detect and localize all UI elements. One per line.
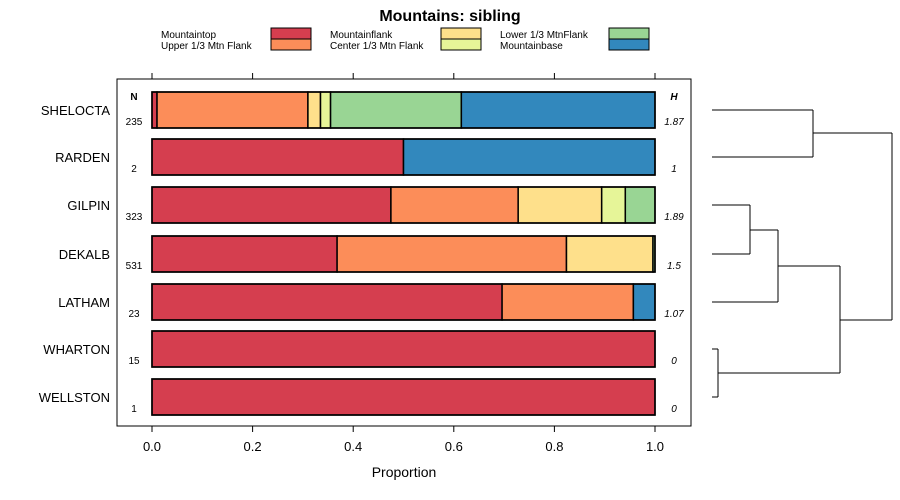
bar-segment [151, 186, 392, 224]
bar-segment [565, 235, 654, 273]
bar-segment [460, 91, 656, 129]
x-tick-label: 0.2 [244, 439, 262, 454]
h-value-label: 0 [671, 356, 677, 367]
x-axis-label: Proportion [372, 464, 437, 480]
row-labels: SHELOCTA 235 1.87 RARDEN 2 1 GILPIN 323 1.89 DEKA… [39, 103, 684, 415]
y-category-label: WELLSTON [39, 390, 110, 405]
legend-label: Mountainbase [500, 41, 563, 52]
bar-outline [151, 283, 656, 321]
legend-swatch [608, 38, 650, 51]
legend-label: Lower 1/3 MtnFlank [500, 30, 589, 41]
dendrogram-branch [718, 265, 841, 374]
dendrogram-branch [813, 132, 893, 321]
dendrogram-branch [712, 204, 751, 255]
legend-swatch [440, 27, 482, 40]
bar-outline [151, 138, 656, 176]
bar-segment [151, 283, 503, 321]
n-value-label: 2 [131, 164, 137, 175]
x-tick-label: 0.0 [143, 439, 161, 454]
bar-outline [151, 186, 656, 224]
n-value-label: 1 [131, 404, 137, 415]
y-category-label: GILPIN [67, 198, 110, 213]
dendrogram-branch [712, 229, 779, 303]
n-value-label: 531 [126, 261, 143, 272]
y-category-label: DEKALB [59, 247, 110, 262]
legend-swatch [608, 27, 650, 40]
bar-outline [151, 378, 656, 416]
x-tick-label: 0.8 [545, 439, 563, 454]
legend-label: Mountaintop [161, 30, 216, 41]
legend-label: Upper 1/3 Mtn Flank [161, 41, 253, 52]
y-category-label: LATHAM [58, 295, 110, 310]
bar-segment [151, 138, 405, 176]
dendrogram [712, 109, 893, 398]
h-value-label: 1.89 [664, 212, 684, 223]
bar-segment [329, 91, 463, 129]
legend-swatch [270, 27, 312, 40]
bars [151, 91, 656, 416]
h-value-label: 0 [671, 404, 677, 415]
h-header: H [670, 92, 678, 103]
bar-segment [402, 138, 656, 176]
legend-swatch [270, 38, 312, 51]
bar-segment [600, 186, 627, 224]
bar-outline [151, 235, 656, 273]
bar-outline [151, 330, 656, 368]
bar-segment [151, 91, 158, 129]
x-tick-label: 1.0 [646, 439, 664, 454]
bar-segment [336, 235, 568, 273]
n-value-label: 23 [128, 309, 140, 320]
n-value-label: 15 [128, 356, 140, 367]
bar-segment [390, 186, 519, 224]
bar-segment [624, 186, 656, 224]
n-value-label: 323 [126, 212, 143, 223]
h-value-label: 1.07 [664, 309, 684, 320]
x-tick-label: 0.4 [344, 439, 362, 454]
dendrogram-branch [712, 348, 719, 398]
legend-swatch [440, 38, 482, 51]
h-value-label: 1 [671, 164, 677, 175]
legend-label: Mountainflank [330, 30, 393, 41]
bar-segment [517, 186, 603, 224]
h-value-label: 1.5 [667, 261, 681, 272]
n-value-label: 235 [126, 117, 143, 128]
y-category-label: RARDEN [55, 150, 110, 165]
plot-frame [116, 78, 692, 427]
dendrogram-branch [712, 109, 814, 158]
h-value-label: 1.87 [664, 117, 684, 128]
chart-title: Mountains: sibling [379, 8, 520, 25]
x-tick-label: 0.6 [445, 439, 463, 454]
bar-segment [151, 330, 656, 368]
bar-segment [632, 283, 656, 321]
legend-label: Center 1/3 Mtn Flank [330, 41, 424, 52]
bar-segment [151, 378, 656, 416]
y-category-label: WHARTON [43, 342, 110, 357]
n-header: N [130, 92, 137, 103]
bar-segment [156, 91, 309, 129]
axes: 0.0 0.2 0.4 0.6 0.8 1.0 [143, 73, 664, 454]
y-category-label: SHELOCTA [41, 103, 110, 118]
bar-segment [151, 235, 338, 273]
bar-segment [501, 283, 635, 321]
bar-outline [151, 91, 656, 129]
bar-segment [319, 91, 332, 129]
bar-segment [307, 91, 322, 129]
